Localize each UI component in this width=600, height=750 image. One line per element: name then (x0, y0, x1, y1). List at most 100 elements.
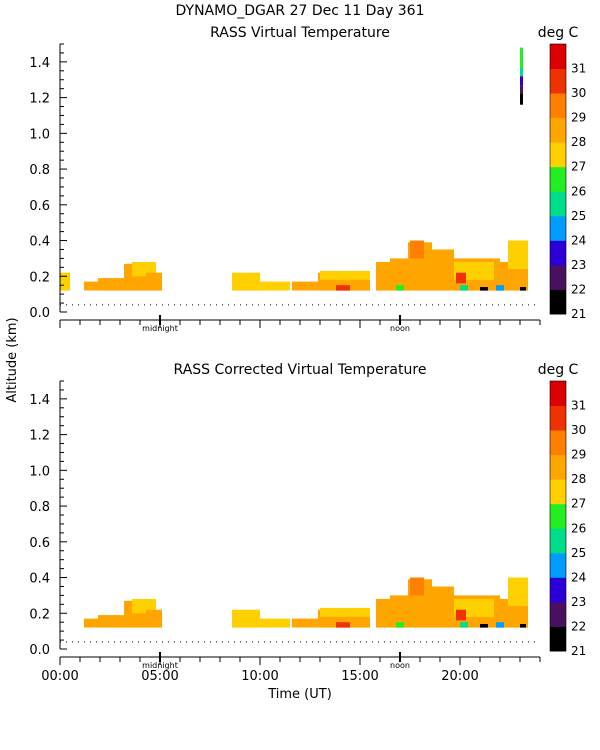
data-cell-10 (320, 270, 370, 280)
colorbar-tick-label: 23 (571, 258, 586, 272)
y-tick-label: 0.2 (29, 270, 50, 285)
colorbar-tick-label: 30 (571, 423, 586, 437)
data-cell-23 (480, 287, 488, 291)
data-cell-6 (232, 272, 260, 291)
colorbar-tick-label: 21 (571, 307, 586, 321)
data-cell-30 (520, 47, 523, 68)
panel-corrected-virtual-temperature: RASS Corrected Virtual Temperature deg C… (29, 362, 586, 684)
y-tick-label: 1.4 (29, 56, 50, 71)
data-cell-0 (84, 618, 98, 628)
colorbar-swatch (550, 454, 566, 480)
y-tick-label: 0.8 (29, 500, 50, 515)
data-cell-21 (460, 622, 468, 628)
colorbar-tick-label: 27 (571, 160, 586, 174)
y-tick-label: 1.4 (29, 393, 50, 408)
colorbar-tick-label: 28 (571, 135, 586, 149)
data-cell-0 (60, 272, 70, 291)
colorbar-tick-label: 24 (571, 233, 586, 247)
midnight-marker-label: midnight (142, 324, 178, 333)
colorbar-swatch (550, 215, 566, 241)
colorbar-swatch (550, 430, 566, 456)
colorbar-tick-label: 25 (571, 209, 586, 223)
x-axis-label: Time (UT) (267, 687, 332, 702)
colorbar-swatch (550, 381, 566, 406)
y-axis-label: Altitude (km) (5, 317, 20, 402)
colorbar-swatch (550, 479, 566, 505)
colorbar-tick-label: 24 (571, 570, 586, 584)
data-cell-25 (520, 287, 526, 291)
data-cell-10 (336, 622, 350, 628)
colorbar-frame (549, 380, 567, 652)
colorbar-tick-label: 30 (571, 86, 586, 100)
colorbar-swatch (550, 117, 566, 143)
data-cell-1 (98, 615, 124, 628)
data-cell-22 (460, 285, 468, 291)
y-tick-label: 1.0 (29, 127, 50, 142)
noon-marker-label: noon (390, 661, 410, 670)
data-cell-22 (480, 624, 488, 628)
data-cells (60, 47, 528, 291)
data-cell-7 (260, 281, 290, 291)
data-cell-20 (508, 240, 528, 270)
colorbar-swatch (550, 191, 566, 217)
data-cell-4 (146, 609, 162, 628)
x-tick-label: 10:00 (241, 669, 278, 684)
colorbar-swatch (550, 503, 566, 529)
colorbar: 31 30 29 28 27 26 25 24 23 22 21 (549, 380, 586, 658)
midnight-marker-label: midnight (142, 661, 178, 670)
noon-marker-label: noon (390, 324, 410, 333)
colorbar-tick-label: 29 (571, 448, 586, 462)
y-tick-label: 0.2 (29, 607, 50, 622)
figure-title: DYNAMO_DGAR 27 Dec 11 Day 361 (176, 3, 425, 19)
y-tick-label: 1.2 (29, 92, 50, 107)
data-cell-26 (520, 94, 523, 105)
x-tick-label: 20:00 (441, 669, 478, 684)
y-tick-label: 0.6 (29, 536, 50, 551)
colorbar-swatch (550, 405, 566, 431)
colorbar-tick-label: 31 (571, 399, 586, 413)
y-tick-label: 0.0 (29, 643, 50, 658)
colorbar-tick-label: 25 (571, 546, 586, 560)
colorbar-unit-label: deg C (538, 25, 579, 41)
data-cell-1 (84, 281, 98, 291)
data-cell-6 (260, 618, 290, 628)
data-cell-9 (320, 607, 370, 617)
data-cell-12 (376, 262, 390, 291)
colorbar-tick-label: 22 (571, 620, 586, 634)
x-tick-label: 15:00 (341, 669, 378, 684)
x-tick-label: 05:00 (141, 669, 178, 684)
data-cell-14 (432, 586, 454, 610)
data-cell-16 (410, 577, 424, 596)
data-cell-24 (520, 624, 526, 628)
data-cell-29 (520, 67, 523, 77)
axes: 0.0 0.2 0.4 0.6 0.8 1.0 1.2 1.4 midnight noon 00:0… (29, 380, 541, 684)
colorbar-unit-label: deg C (538, 362, 579, 378)
data-cell-17 (456, 609, 466, 621)
data-cell-18 (456, 272, 466, 284)
data-cells (84, 577, 528, 628)
colorbar-swatch (550, 289, 566, 315)
colorbar-swatch (550, 577, 566, 603)
data-cell-5 (146, 272, 162, 291)
panel-virtual-temperature: RASS Virtual Temperature deg C 0.0 0.2 0.4… (29, 25, 586, 333)
y-tick-label: 0.0 (29, 306, 50, 321)
data-cell-11 (336, 285, 350, 291)
colorbar-tick-label: 26 (571, 521, 586, 535)
colorbar-tick-label: 31 (571, 62, 586, 76)
y-tick-label: 1.2 (29, 429, 50, 444)
colorbar-swatch (550, 142, 566, 168)
colorbar-swatch (550, 44, 566, 69)
data-cell-19 (508, 577, 528, 607)
colorbar-swatch (550, 626, 566, 652)
data-cell-21 (396, 285, 404, 291)
panel-title: RASS Corrected Virtual Temperature (174, 362, 427, 378)
data-cell-24 (496, 285, 504, 291)
colorbar-tick-label: 26 (571, 184, 586, 198)
colorbar-tick-label: 28 (571, 472, 586, 486)
x-tick-label: 00:00 (41, 669, 78, 684)
data-cell-17 (410, 240, 424, 259)
colorbar-swatch (550, 93, 566, 119)
colorbar-tick-label: 29 (571, 111, 586, 125)
colorbar-swatch (550, 552, 566, 578)
